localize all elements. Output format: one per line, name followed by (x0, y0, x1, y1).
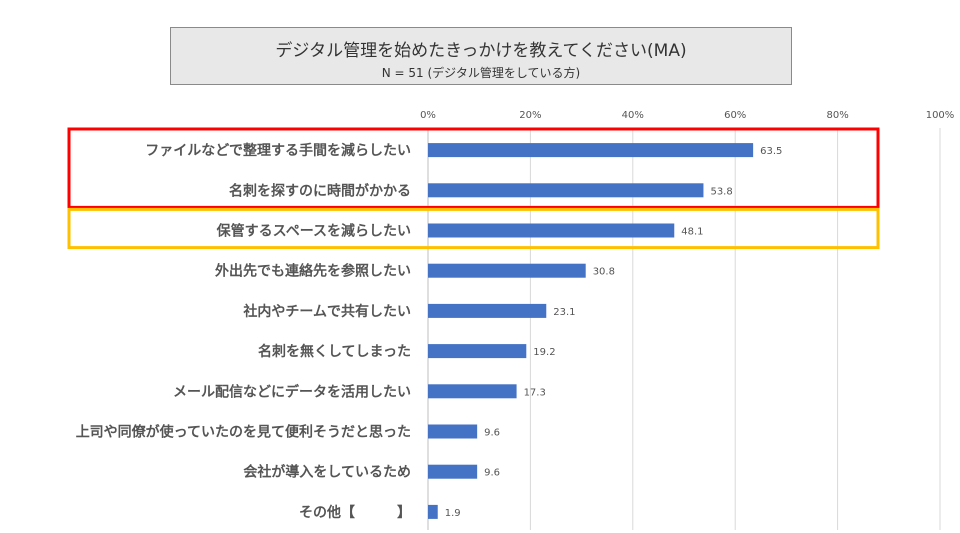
bar (428, 464, 478, 479)
category-label: 社内やチームで共有したい (242, 303, 411, 320)
x-tick-label: 60% (724, 110, 746, 121)
bar (428, 143, 754, 158)
bar (428, 424, 478, 439)
x-tick-label: 40% (622, 110, 644, 121)
category-label: 上司や同僚が使っていたのを見て便利そうだと思った (76, 424, 411, 441)
x-tick-label: 100% (926, 110, 955, 121)
data-label: 48.1 (681, 227, 703, 238)
category-label: 会社が導入をしているため (243, 464, 411, 481)
data-label: 53.8 (710, 186, 732, 197)
category-label: その他【 】 (299, 504, 411, 521)
bar (428, 344, 527, 359)
category-label: ファイルなどで整理する手間を減らしたい (145, 142, 411, 159)
bar (428, 263, 586, 278)
data-label: 17.3 (524, 387, 546, 398)
category-label: 名刺を無くしてしまった (258, 343, 411, 360)
bar (428, 303, 547, 318)
x-tick-label: 0% (420, 110, 436, 121)
yellow-highlight (67, 207, 880, 250)
bar (428, 384, 517, 399)
data-label: 30.8 (593, 267, 615, 278)
data-label: 9.6 (484, 428, 500, 439)
chart-title-box: デジタル管理を始めたきっかけを教えてください(MA) N = 51 (デジタル管… (170, 27, 792, 85)
chart-title: デジタル管理を始めたきっかけを教えてください(MA) (275, 41, 687, 61)
data-label: 9.6 (484, 468, 500, 479)
data-label: 1.9 (445, 508, 461, 519)
x-tick-label: 80% (826, 110, 848, 121)
data-label: 19.2 (533, 347, 555, 358)
chart-subtitle: N = 51 (デジタル管理をしている方) (381, 66, 581, 80)
category-label: メール配信などにデータを活用したい (173, 383, 411, 400)
red-highlight (67, 127, 880, 209)
x-tick-label: 20% (519, 110, 541, 121)
category-label: 外出先でも連絡先を参照したい (215, 263, 411, 280)
bar (428, 183, 704, 198)
data-label: 63.5 (760, 146, 782, 157)
category-label: 保管するスペースを減らしたい (216, 223, 411, 240)
data-label: 23.1 (553, 307, 575, 318)
bar (428, 504, 438, 519)
bar (428, 223, 675, 238)
category-label: 名刺を探すのに時間がかかる (229, 182, 411, 199)
